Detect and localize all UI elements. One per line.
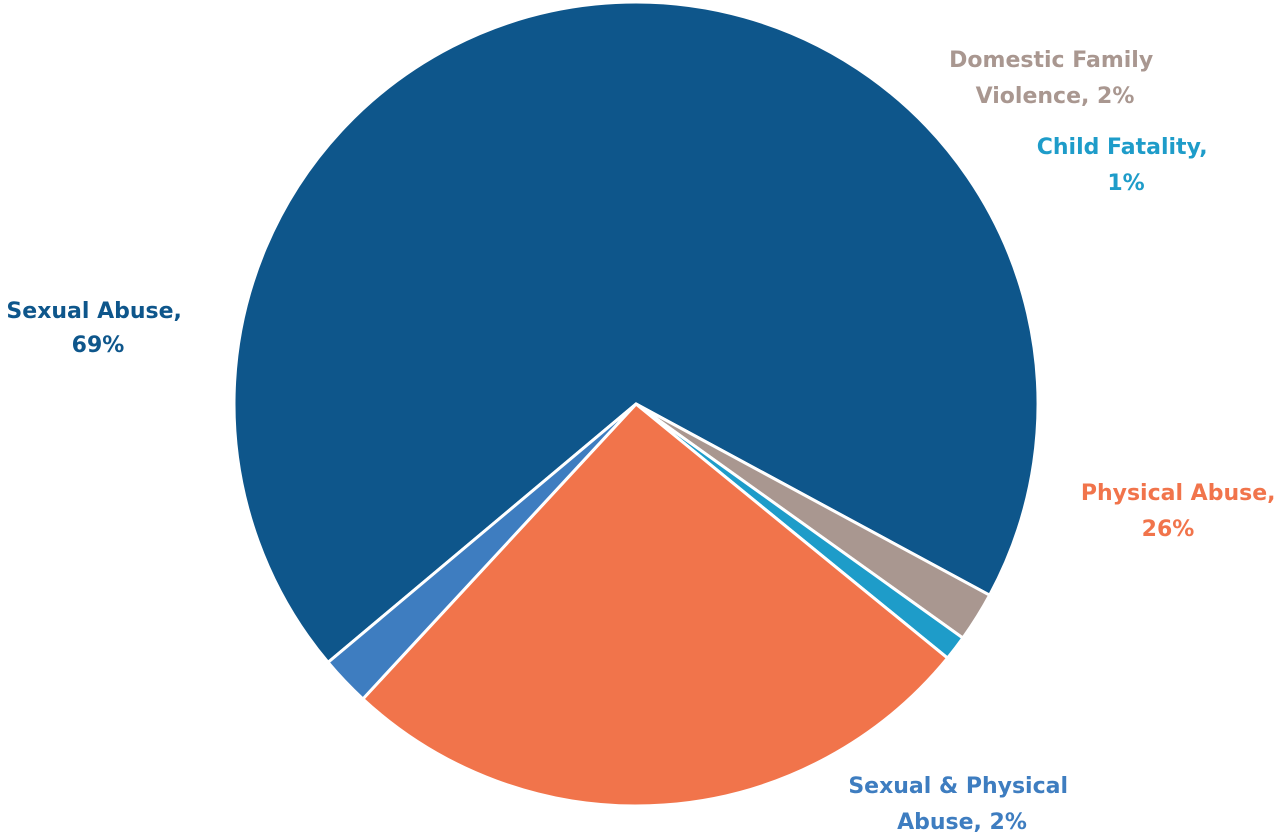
pie-slice-sexual-physical-abuse bbox=[326, 402, 638, 701]
pie-slice-sexual-abuse bbox=[232, 0, 1040, 664]
label-physical-abuse: Physical Abuse, 26% bbox=[1081, 481, 1282, 542]
label-domestic-family-violence-line1: Domestic Family bbox=[949, 48, 1153, 73]
pie-slice-physical-abuse bbox=[361, 402, 950, 808]
label-sexual-physical-abuse: Sexual & Physical Abuse, 2% bbox=[848, 774, 1075, 835]
label-domestic-family-violence-line2: Violence, 2% bbox=[976, 84, 1135, 109]
label-domestic-family-violence: Domestic Family Violence, 2% bbox=[949, 48, 1161, 109]
label-sexual-abuse-line2: 69% bbox=[72, 333, 125, 358]
label-physical-abuse-line1: Physical Abuse, bbox=[1081, 481, 1276, 506]
label-physical-abuse-line2: 26% bbox=[1142, 517, 1195, 542]
label-child-fatality-line1: Child Fatality, bbox=[1037, 135, 1208, 160]
label-child-fatality: Child Fatality, 1% bbox=[1037, 135, 1216, 196]
label-child-fatality-line2: 1% bbox=[1107, 171, 1144, 196]
pie-slices bbox=[232, 0, 1040, 808]
label-sexual-physical-abuse-line1: Sexual & Physical bbox=[848, 774, 1068, 799]
label-sexual-abuse-line1: Sexual Abuse, bbox=[6, 299, 181, 324]
label-sexual-physical-abuse-line2: Abuse, 2% bbox=[897, 810, 1027, 835]
label-sexual-abuse: Sexual Abuse, 69% bbox=[6, 299, 189, 358]
